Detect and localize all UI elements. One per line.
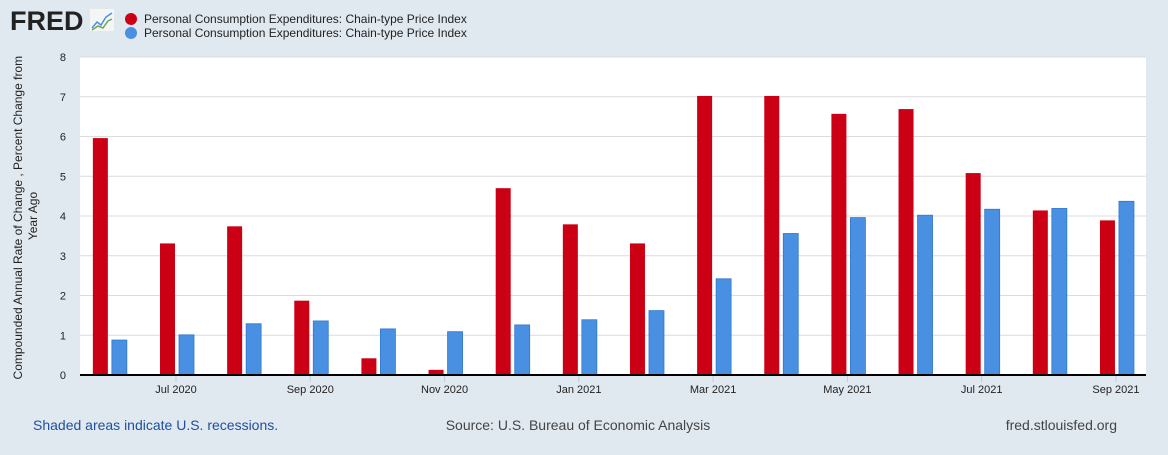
bar-red-aug-2020 bbox=[227, 226, 243, 375]
y-axis-label: Compounded Annual Rate of Change , Perce… bbox=[11, 53, 40, 380]
x-tick-label: May 2021 bbox=[823, 384, 871, 396]
x-tick-label: Jul 2021 bbox=[961, 384, 1003, 396]
bar-blue-dec-2020 bbox=[514, 324, 531, 376]
y-tick-label: 7 bbox=[60, 92, 66, 104]
x-tick-label: Mar 2021 bbox=[690, 384, 736, 396]
legend-label-1: Personal Consumption Expenditures: Chain… bbox=[144, 12, 467, 26]
y-tick-label: 3 bbox=[60, 251, 66, 263]
bar-red-jun-2021 bbox=[898, 109, 914, 375]
bar-red-aug-2021 bbox=[1032, 210, 1048, 375]
bar-blue-jul-2021 bbox=[984, 208, 1001, 376]
y-axis-label-line1: Compounded Annual Rate of Change , Perce… bbox=[11, 56, 25, 380]
bar-blue-aug-2021 bbox=[1051, 208, 1068, 376]
bar-blue-feb-2021 bbox=[648, 310, 665, 376]
bar-blue-jun-2020 bbox=[111, 339, 128, 376]
x-tick-label: Jul 2020 bbox=[155, 384, 197, 396]
recessions-note: Shaded areas indicate U.S. recessions. bbox=[33, 417, 278, 433]
bar-red-jul-2020 bbox=[160, 243, 175, 375]
source-note: Source: U.S. Bureau of Economic Analysis bbox=[446, 417, 711, 433]
bar-red-sep-2020 bbox=[294, 300, 310, 375]
x-tick-label: Nov 2020 bbox=[421, 384, 468, 396]
bar-blue-sep-2021 bbox=[1118, 200, 1135, 376]
bar-red-dec-2020 bbox=[495, 188, 511, 375]
y-tick-label: 8 bbox=[60, 52, 66, 64]
fred-logo-graph-icon bbox=[90, 9, 114, 31]
y-tick-label: 2 bbox=[60, 291, 66, 303]
fred-logo-text: FRED bbox=[10, 6, 84, 36]
bar-blue-jul-2020 bbox=[178, 334, 195, 376]
bar-blue-aug-2020 bbox=[245, 323, 262, 376]
y-tick-label: 0 bbox=[60, 370, 66, 382]
y-tick-label: 4 bbox=[60, 211, 66, 223]
y-tick-label: 6 bbox=[60, 132, 66, 144]
bar-blue-jun-2021 bbox=[917, 214, 933, 376]
bar-blue-apr-2021 bbox=[782, 233, 799, 376]
bar-blue-nov-2020 bbox=[447, 331, 463, 376]
y-tick-label: 1 bbox=[60, 330, 66, 342]
x-tick-label: Sep 2021 bbox=[1092, 384, 1139, 396]
legend: Personal Consumption Expenditures: Chain… bbox=[125, 12, 467, 40]
bar-blue-jan-2021 bbox=[581, 319, 598, 376]
x-tick-label: Sep 2020 bbox=[287, 384, 334, 396]
bar-red-jun-2020 bbox=[92, 138, 108, 375]
fred-logo[interactable]: FRED bbox=[10, 6, 114, 36]
bar-blue-sep-2020 bbox=[312, 320, 329, 376]
bar-red-oct-2020 bbox=[361, 358, 377, 375]
legend-marker-red bbox=[125, 13, 137, 25]
x-tick-label: Jan 2021 bbox=[556, 384, 601, 396]
bar-blue-may-2021 bbox=[850, 217, 866, 376]
legend-marker-blue bbox=[125, 27, 137, 39]
bar-blue-mar-2021 bbox=[715, 278, 732, 376]
y-tick-label: 5 bbox=[60, 171, 66, 183]
bar-red-jul-2021 bbox=[965, 173, 981, 375]
bar-red-feb-2021 bbox=[629, 243, 645, 375]
bar-red-mar-2021 bbox=[697, 95, 713, 375]
bar-red-jan-2021 bbox=[562, 224, 578, 375]
bar-red-sep-2021 bbox=[1099, 220, 1115, 375]
y-axis-label-line2: Year Ago bbox=[26, 192, 40, 241]
legend-label-2: Personal Consumption Expenditures: Chain… bbox=[144, 26, 467, 40]
bar-red-apr-2021 bbox=[764, 95, 780, 375]
bar-red-nov-2020 bbox=[428, 369, 444, 375]
bar-blue-oct-2020 bbox=[380, 328, 396, 376]
site-link[interactable]: fred.stlouisfed.org bbox=[1006, 417, 1117, 433]
bar-red-may-2021 bbox=[831, 113, 847, 375]
